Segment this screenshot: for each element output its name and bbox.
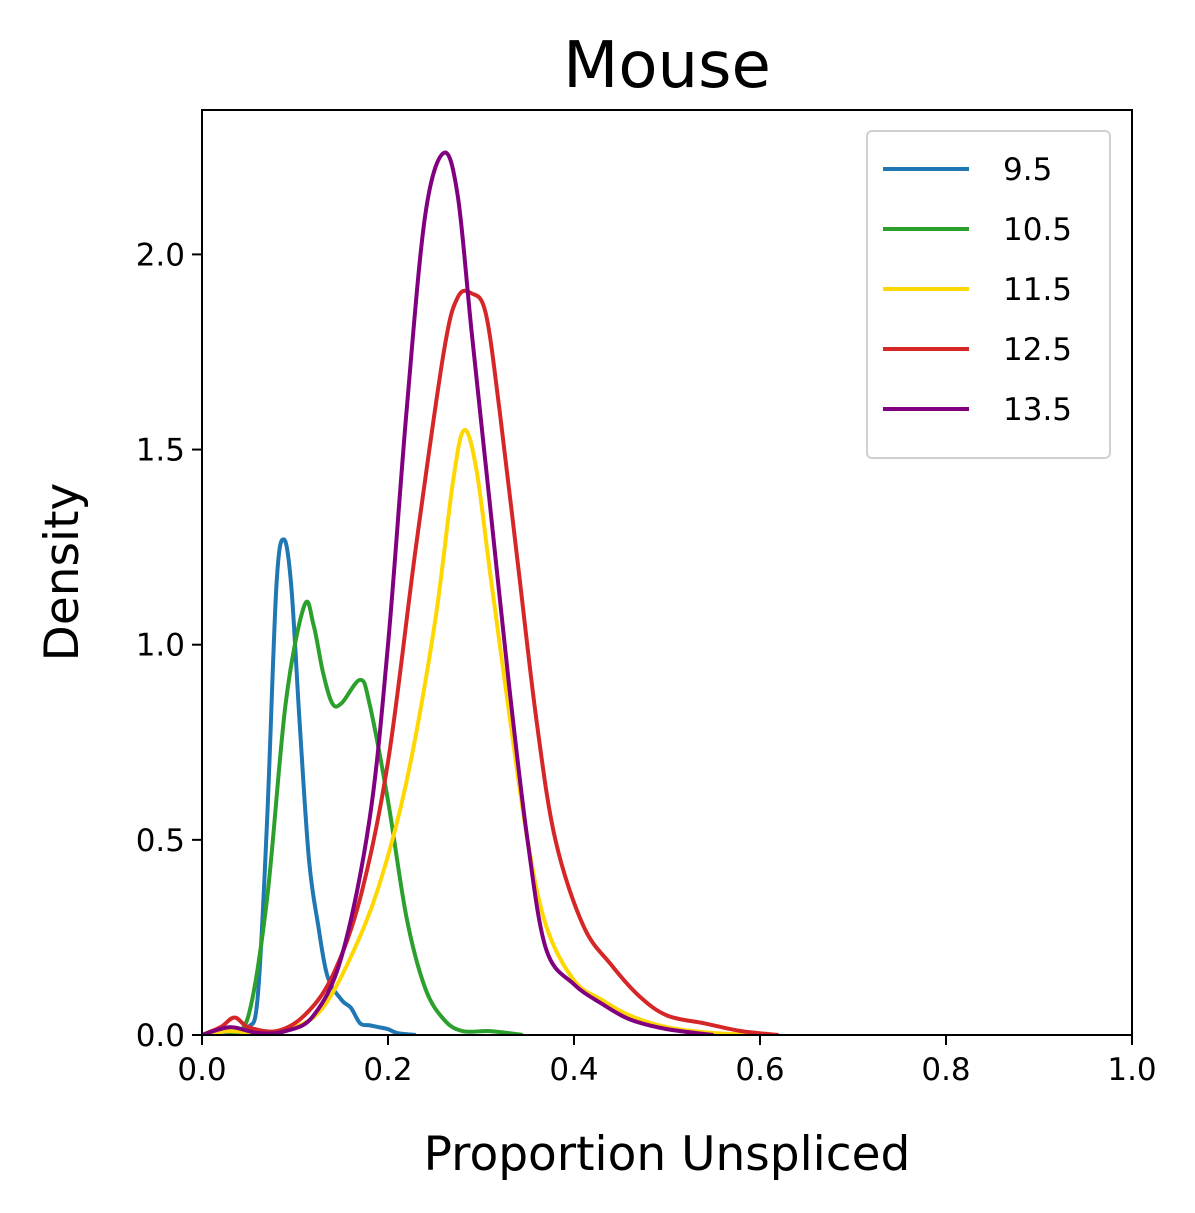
x-tick-label: 0.8 — [921, 1052, 970, 1088]
y-axis: 0.0 0.5 1.0 1.5 2.0 — [136, 237, 202, 1054]
legend-label: 12.5 — [1003, 332, 1072, 368]
x-axis-label: Proportion Unspliced — [424, 1127, 911, 1182]
series-line-13-5 — [202, 150, 714, 1035]
chart-title: Mouse — [563, 29, 771, 103]
legend-label: 11.5 — [1003, 272, 1072, 308]
legend: 9.5 10.5 11.5 12.5 13.5 — [866, 130, 1111, 459]
x-axis: 0.0 0.2 0.4 0.6 0.8 1.0 — [177, 1035, 1157, 1088]
legend-label: 10.5 — [1003, 212, 1072, 248]
legend-label: 13.5 — [1003, 392, 1072, 428]
series-layer — [202, 150, 779, 1035]
series-line-11-5 — [202, 428, 761, 1035]
x-tick-label: 0.2 — [363, 1052, 412, 1088]
y-tick-label: 1.5 — [136, 433, 185, 469]
legend-label: 9.5 — [1003, 152, 1052, 188]
series-line-10-5 — [228, 599, 524, 1035]
y-tick-label: 2.0 — [136, 237, 185, 273]
plot-frame — [201, 109, 1133, 1036]
series-line-12-5 — [202, 288, 779, 1035]
y-tick-label: 0.5 — [136, 823, 185, 859]
x-tick-label: 1.0 — [1107, 1052, 1156, 1088]
y-tick-label: 0.0 — [136, 1018, 185, 1054]
x-tick-label: 0.4 — [549, 1052, 598, 1088]
x-tick-label: 0.0 — [177, 1052, 226, 1088]
y-axis-label: Density — [35, 483, 90, 662]
x-tick-label: 0.6 — [735, 1052, 784, 1088]
y-tick-label: 1.0 — [136, 628, 185, 664]
legend-box — [866, 130, 1111, 459]
